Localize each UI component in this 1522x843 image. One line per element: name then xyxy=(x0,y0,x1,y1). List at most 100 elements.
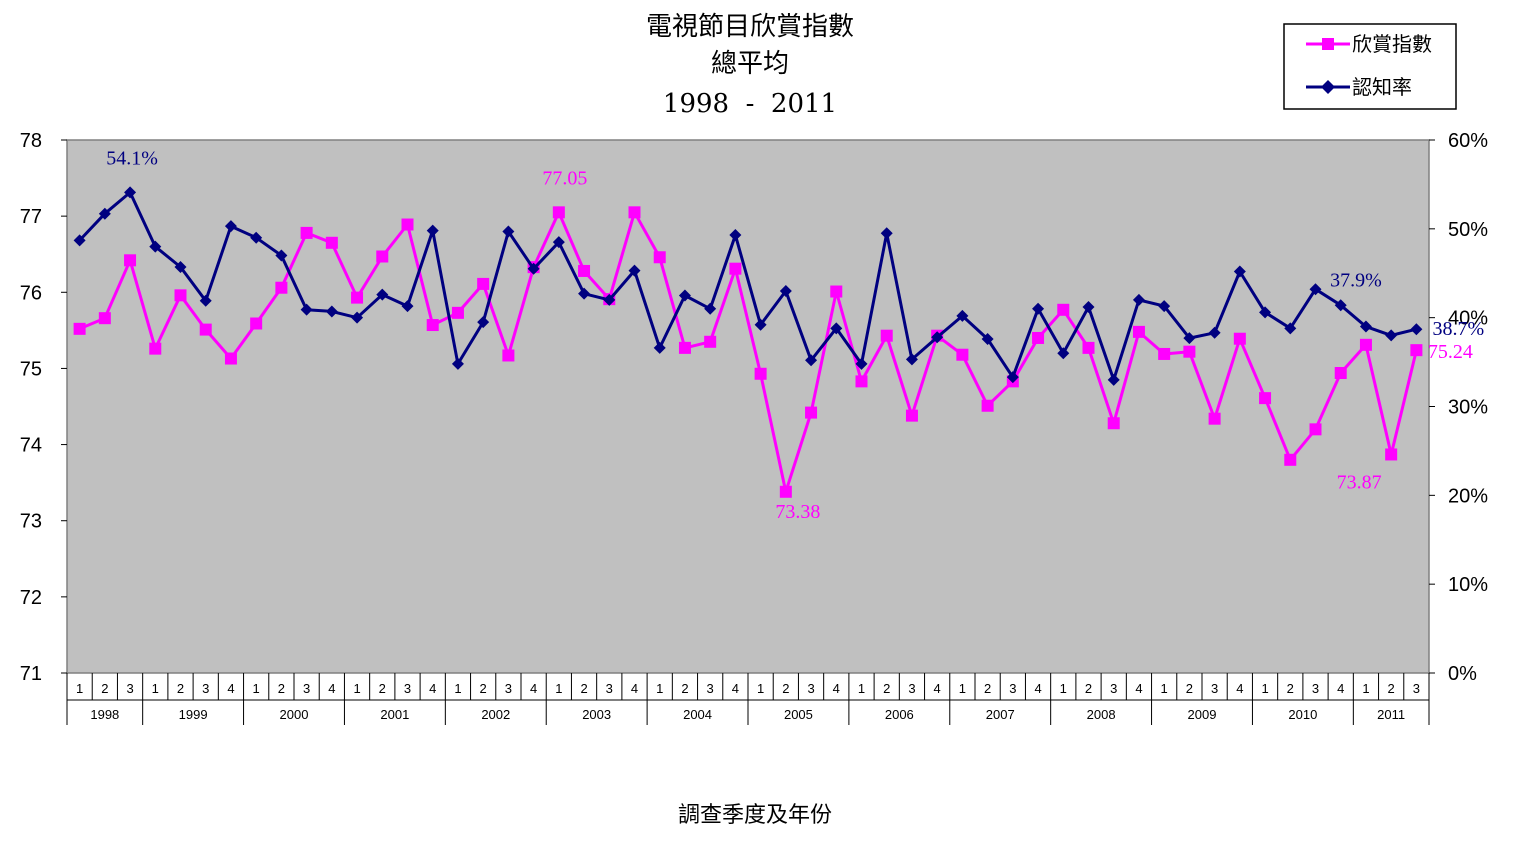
data-point-appreciation xyxy=(880,329,893,342)
data-point-awareness xyxy=(1208,326,1221,339)
x-tick-label: 2 xyxy=(681,681,688,696)
x-tick-label: 2 xyxy=(580,681,587,696)
y-left-tick-label: 72 xyxy=(20,587,42,609)
y-right-tick-label: 20% xyxy=(1448,485,1488,507)
legend-marker-awareness xyxy=(1321,80,1335,94)
x-tick-label: 2 xyxy=(177,681,184,696)
data-point-appreciation xyxy=(1208,412,1221,425)
x-tick-label: 3 xyxy=(1009,681,1016,696)
data-point-appreciation xyxy=(1359,338,1372,351)
x-tick-label: 4 xyxy=(934,681,941,696)
data-point-appreciation xyxy=(1233,332,1246,345)
data-point-appreciation xyxy=(1132,325,1145,338)
x-tick-label: 1 xyxy=(555,681,562,696)
x-tick-label: 2 xyxy=(278,681,285,696)
x-axis: 1 2 3 1 2 3 4 1 2 3 4 1 2 3 4 1 2 3 4 1 2 3 4 1 2 3 4 1 2 3 4 1 2 3 4 1 2 3 4 1… xyxy=(66,673,1430,725)
x-tick-label: 2 xyxy=(379,681,386,696)
y-left-tick-label: 76 xyxy=(20,282,42,304)
x-tick-label: 4 xyxy=(227,681,234,696)
data-point-awareness xyxy=(73,234,86,247)
data-point-appreciation xyxy=(325,236,338,249)
data-point-awareness xyxy=(678,289,691,302)
x-tick-label: 1 xyxy=(1261,681,1268,696)
data-point-awareness xyxy=(98,207,111,220)
legend: 欣賞指數 認知率 xyxy=(1283,23,1457,110)
x-tick-label: 3 xyxy=(707,681,714,696)
data-point-awareness xyxy=(1158,300,1171,313)
data-point-appreciation xyxy=(426,319,439,332)
data-point-awareness xyxy=(1132,293,1145,306)
year-label: 1999 xyxy=(179,707,208,722)
x-tick-label: 1 xyxy=(454,681,461,696)
x-tick-label: 4 xyxy=(631,681,638,696)
y-right-tick-label: 30% xyxy=(1448,397,1488,419)
data-point-appreciation xyxy=(1158,347,1171,360)
data-point-appreciation xyxy=(73,322,86,335)
data-point-appreciation xyxy=(1259,392,1272,405)
x-tick-label: 3 xyxy=(1413,681,1420,696)
year-label: 2004 xyxy=(683,707,712,722)
data-point-appreciation xyxy=(1057,303,1070,316)
data-point-awareness xyxy=(199,294,212,307)
x-axis-title: 調查季度及年份 xyxy=(678,803,832,828)
data-point-appreciation xyxy=(1032,331,1045,344)
data-point-appreciation xyxy=(376,250,389,263)
data-point-awareness xyxy=(275,249,288,262)
year-label: 2007 xyxy=(986,707,1015,722)
data-point-awareness xyxy=(1082,301,1095,314)
data-point-awareness xyxy=(1233,265,1246,278)
y-right-tick-label: 40% xyxy=(1448,308,1488,330)
data-point-awareness xyxy=(325,305,338,318)
x-tick-label: 3 xyxy=(404,681,411,696)
data-point-appreciation xyxy=(250,317,263,330)
year-label: 2010 xyxy=(1288,707,1317,722)
x-tick-label: 4 xyxy=(833,681,840,696)
data-point-appreciation xyxy=(1183,345,1196,358)
data-point-awareness xyxy=(729,229,742,242)
data-point-appreciation xyxy=(981,399,994,412)
x-tick-label: 1 xyxy=(656,681,663,696)
y-left-tick-label: 75 xyxy=(20,358,42,380)
data-point-awareness xyxy=(1057,347,1070,360)
x-tick-label: 2 xyxy=(1287,681,1294,696)
x-tick-label: 1 xyxy=(353,681,360,696)
x-tick-label: 1 xyxy=(1060,681,1067,696)
chart-title-line-2: 總平均 xyxy=(711,49,789,79)
series-layer xyxy=(73,186,1423,498)
data-label: 73.87 xyxy=(1337,471,1382,493)
x-tick-label: 2 xyxy=(883,681,890,696)
data-label: 37.9% xyxy=(1330,270,1382,292)
y-axis-right: 0% 10% 20% 30% 40% 50% 60% xyxy=(1429,130,1488,685)
data-point-awareness xyxy=(1359,320,1372,333)
data-point-awareness xyxy=(1107,373,1120,386)
x-tick-label: 3 xyxy=(202,681,209,696)
annotations: 54.1% 77.05 73.38 37.9% 73.87 38.7%75.24 xyxy=(106,147,1484,522)
plot-area xyxy=(66,139,1430,674)
data-point-appreciation xyxy=(552,206,565,219)
data-label: 73.38 xyxy=(775,501,820,523)
x-tick-label: 3 xyxy=(606,681,613,696)
data-point-awareness xyxy=(124,186,137,199)
x-tick-label: 3 xyxy=(303,681,310,696)
x-tick-label: 3 xyxy=(1211,681,1218,696)
year-label: 2006 xyxy=(885,707,914,722)
data-point-appreciation xyxy=(578,264,591,277)
data-point-awareness xyxy=(956,309,969,322)
data-point-appreciation xyxy=(199,323,212,336)
data-point-appreciation xyxy=(1334,366,1347,379)
x-tick-label: 2 xyxy=(480,681,487,696)
x-tick-label: 4 xyxy=(530,681,537,696)
y-left-tick-label: 78 xyxy=(20,130,42,152)
data-label: 77.05 xyxy=(542,167,587,189)
y-right-tick-label: 60% xyxy=(1448,130,1488,152)
data-point-awareness xyxy=(880,227,893,240)
data-point-awareness xyxy=(300,303,313,316)
legend-box xyxy=(1283,23,1457,110)
y-left-tick-label: 77 xyxy=(20,206,42,228)
data-point-awareness xyxy=(905,353,918,366)
data-point-awareness xyxy=(1334,299,1347,312)
data-point-appreciation xyxy=(351,291,364,304)
data-point-appreciation xyxy=(502,349,515,362)
x-tick-label: 1 xyxy=(152,681,159,696)
year-label: 2005 xyxy=(784,707,813,722)
